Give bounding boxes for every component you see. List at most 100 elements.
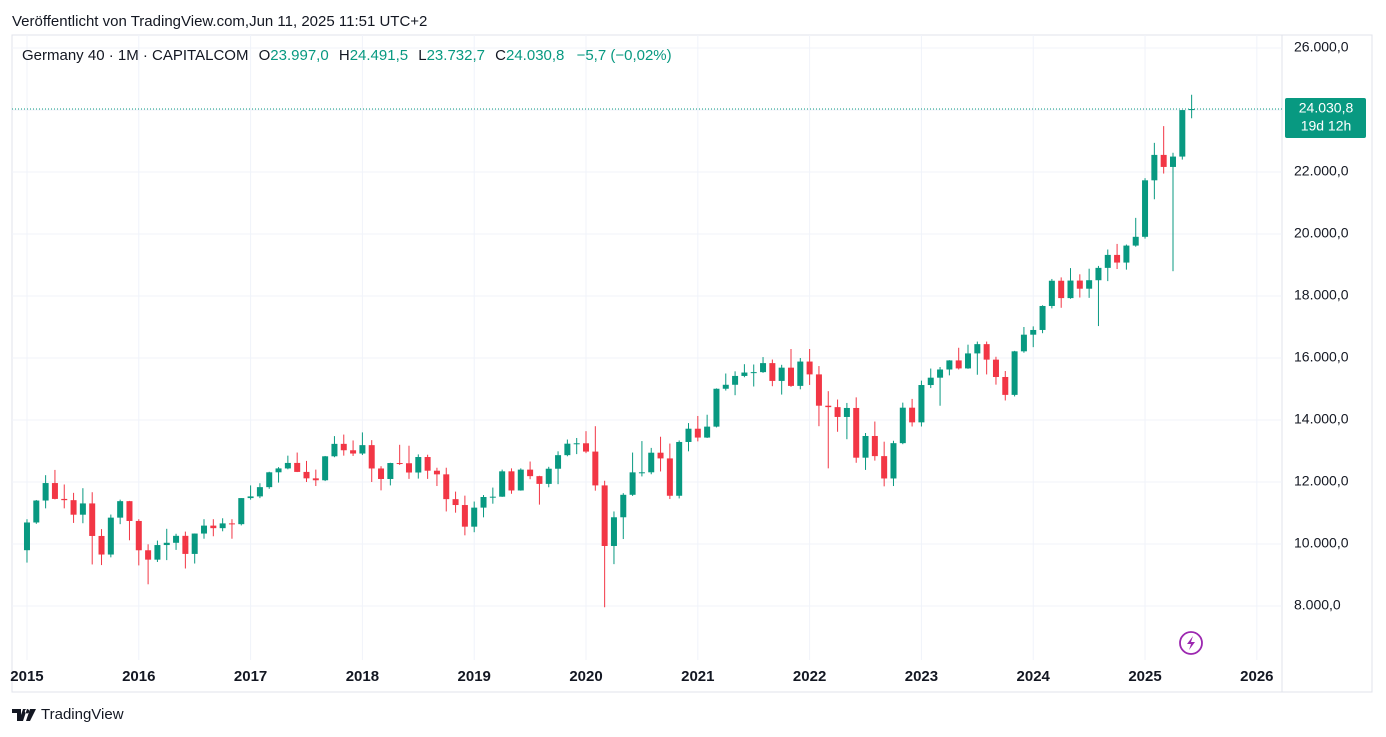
candle-body [1123,245,1130,263]
x-tick-label: 2024 [1017,668,1051,685]
candle-body [592,451,599,486]
ohlc-key: C [495,47,506,64]
candle-body [862,435,869,458]
candle-body [322,456,329,481]
candle-body [620,494,627,518]
candle-body [107,517,114,555]
candle-body [992,359,999,377]
last-price-label: 24.030,8 [1299,100,1354,116]
candle-body [79,503,86,515]
ohlc-key: L [418,47,426,64]
candle-body [1132,236,1139,246]
y-tick-label: 16.000,0 [1294,349,1349,365]
candle-body [722,384,729,389]
candle-body [1002,376,1009,395]
x-tick-label: 2022 [793,668,826,685]
candle-body [601,485,608,546]
candle-body [499,471,506,497]
candle-body [732,375,739,385]
ohlc-value: 24.030,8 [506,47,564,64]
candle-body [806,361,813,375]
candle-body [471,507,478,527]
candle-body [340,443,347,451]
candle-body [1067,280,1074,299]
candle-body [1104,254,1111,268]
candle-body [256,487,263,497]
candle-body [1076,280,1083,289]
candle-body [284,462,291,469]
candle-body [61,498,68,501]
candle-body [219,523,226,529]
candle-body [797,361,804,386]
candle-body [610,517,617,546]
candle-body [517,469,524,491]
candle-body [760,363,767,373]
candle-body [871,435,878,457]
candle-body [769,363,776,381]
candle-body [275,468,282,473]
candle-body [583,443,590,452]
candle-body [126,501,133,521]
candle-body [704,426,711,438]
candle-body [433,470,440,475]
change: −5,7 (−0,02%) [577,47,672,64]
candle-body [834,407,841,417]
candle-body [480,496,487,508]
x-tick-label: 2019 [458,668,491,685]
candle-body [1142,180,1149,237]
published-note: Veröffentlicht von TradingView.com,Jun 1… [12,13,427,30]
candles [23,94,1195,608]
candle-body [955,360,962,369]
candle-body [564,443,571,456]
y-tick-label: 12.000,0 [1294,473,1349,489]
candle-body [145,550,152,560]
candle-body [899,407,906,444]
candle-body [927,377,934,386]
y-tick-label: 22.000,0 [1294,163,1349,179]
candle-body [648,452,655,473]
candle-body [890,443,897,479]
candle-body [1011,351,1018,395]
chart-frame [11,34,1373,693]
last-price-box [1285,98,1366,139]
candle-body [191,533,198,554]
candle-body [713,388,720,427]
brand-logo [12,709,36,721]
candle-body [666,458,673,496]
candle-body [350,450,357,454]
candle-body [909,407,916,423]
candle-body [378,468,385,479]
candle-body [489,496,496,498]
candle-body [247,496,254,499]
candle-body [843,407,850,417]
alert-icon[interactable] [1179,631,1203,655]
candle-body [424,457,431,471]
candle-body [527,469,534,477]
y-tick-label: 8.000,0 [1294,597,1341,613]
x-tick-label: 2015 [10,668,43,685]
candle-body [937,369,944,378]
candle-body [154,545,161,560]
candle-body [387,463,394,479]
candle-body [1160,154,1167,167]
symbol: Germany 40 · 1M · CAPITALCOM [22,47,248,64]
candle-body [573,443,580,445]
candle-body [881,456,888,479]
x-tick-label: 2020 [569,668,602,685]
candle-body [182,535,189,554]
candle-body [657,452,664,459]
x-tick-label: 2023 [905,668,938,685]
candle-body [117,501,124,518]
candle-body [173,535,180,543]
candle-body [228,523,235,525]
candle-body [405,463,412,473]
candle-body [750,372,757,374]
candle-body [787,367,794,386]
candle-body [825,405,832,408]
candle-body [965,353,972,369]
candle-body [23,522,30,551]
candle-body [98,535,105,555]
candle-body [815,374,822,406]
ohlc-value: 23.732,7 [427,47,485,64]
brand-name: TradingView [41,706,124,723]
